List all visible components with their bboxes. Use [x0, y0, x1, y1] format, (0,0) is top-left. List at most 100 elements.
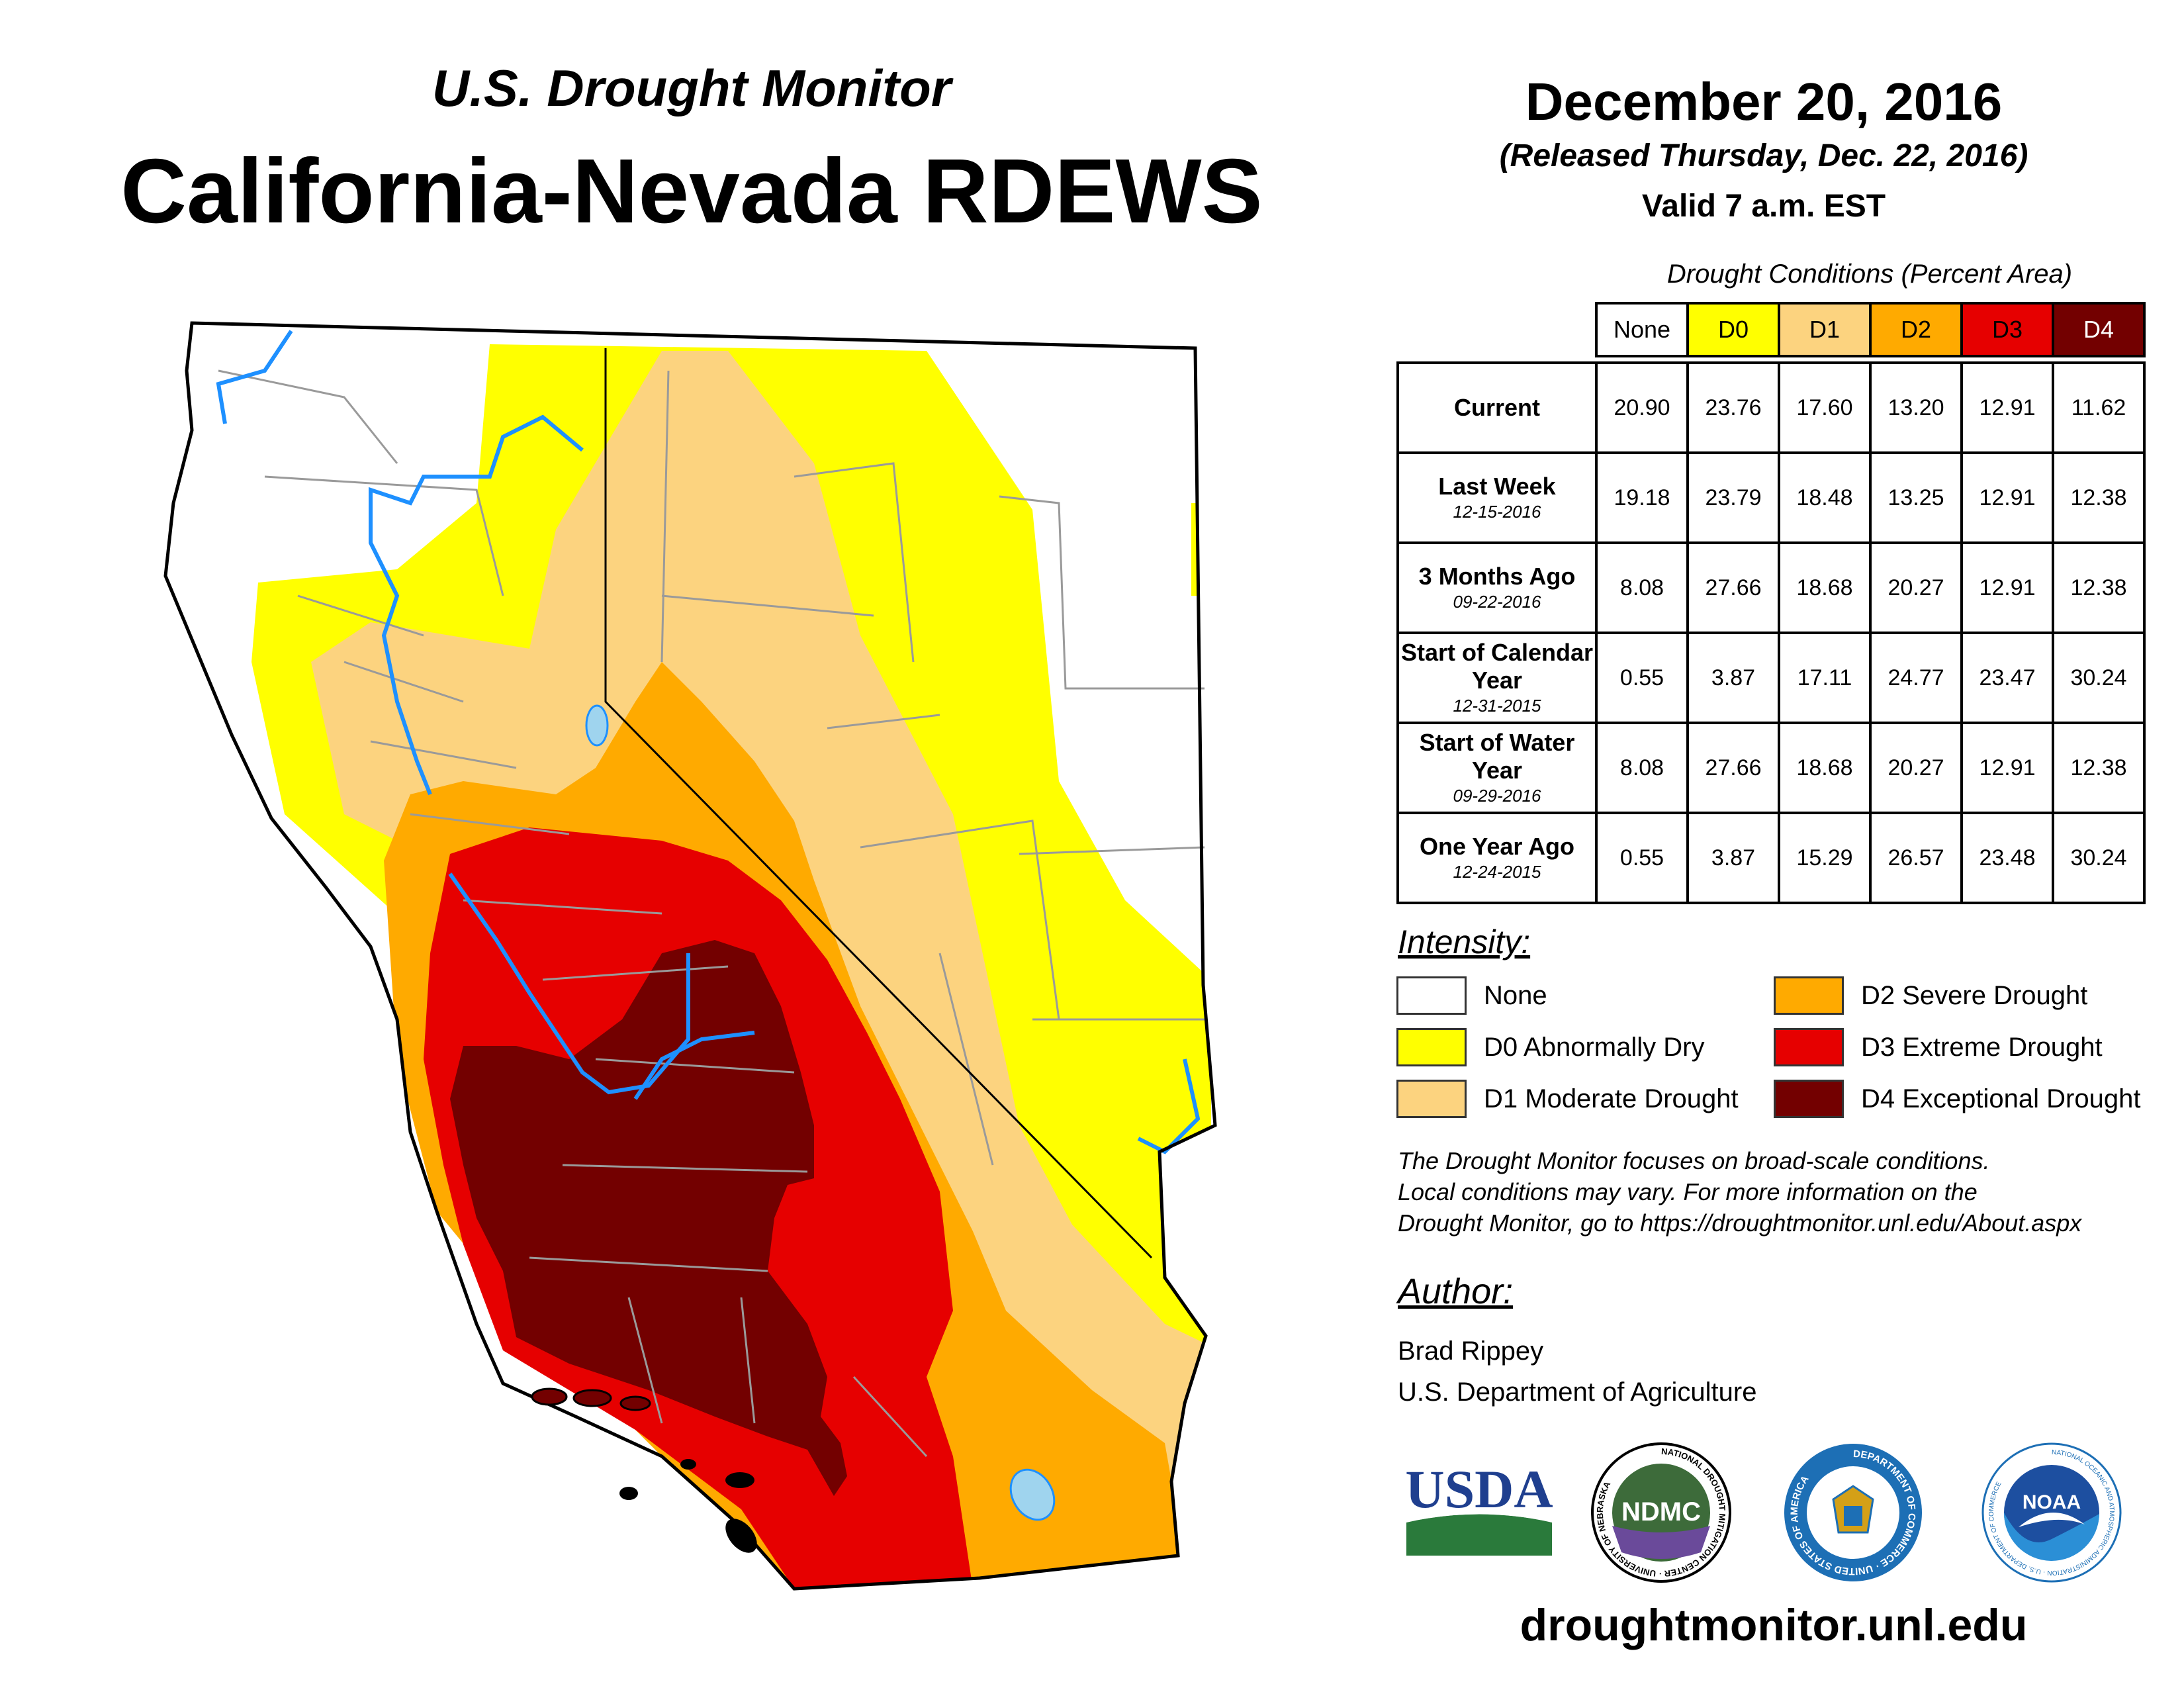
- table-cell: 20.27: [1869, 541, 1963, 634]
- table-cell: 12.38: [2052, 451, 2146, 544]
- legend-swatch: [1396, 1028, 1467, 1066]
- column-header-d2: D2: [1869, 302, 1963, 357]
- table-cell: 23.47: [1960, 632, 2054, 724]
- row-date: 12-15-2016: [1453, 502, 1541, 522]
- table-cell: 18.48: [1778, 451, 1872, 544]
- legend-label: D1 Moderate Drought: [1484, 1084, 1739, 1113]
- table-cell: 23.79: [1686, 451, 1780, 544]
- table-cell: 12.91: [1960, 722, 2054, 814]
- valid-time: Valid 7 a.m. EST: [1641, 189, 1886, 224]
- map-subtitle: U.S. Drought Monitor: [432, 59, 952, 117]
- table-header-row: None D0 D1 D2 D3 D4: [1398, 302, 2146, 357]
- legend-label: D3 Extreme Drought: [1861, 1032, 2103, 1062]
- state-line: [604, 348, 1153, 1259]
- row-label: Current: [1396, 361, 1598, 454]
- legend-item-d3: D3 Extreme Drought: [1774, 1027, 2103, 1067]
- table-cell: 17.11: [1778, 632, 1872, 724]
- row-label: Start of Calendar Year 12-31-2015: [1396, 632, 1598, 724]
- table-cell: 3.87: [1686, 812, 1780, 904]
- table-cell: 24.77: [1869, 632, 1963, 724]
- row-date: 09-22-2016: [1453, 592, 1541, 612]
- table-cell: 8.08: [1595, 722, 1689, 814]
- website-url[interactable]: droughtmonitor.unl.edu: [1520, 1600, 2028, 1650]
- drought-conditions-table: None D0 D1 D2 D3 D4 Current 20.90 23.76 …: [1396, 302, 2146, 904]
- table-cell: 27.66: [1686, 722, 1780, 814]
- table-cell: 12.91: [1960, 451, 2054, 544]
- legend-swatch: [1774, 1080, 1844, 1118]
- table-row: Start of Water Year 09-29-2016 8.08 27.66…: [1396, 722, 2146, 814]
- table-cell: 12.38: [2052, 722, 2146, 814]
- disclaimer-note: The Drought Monitor focuses on broad-sca…: [1398, 1145, 2081, 1239]
- table-cell: 30.24: [2052, 632, 2146, 724]
- river-lines: [216, 330, 1201, 1154]
- row-label: One Year Ago 12-24-2015: [1396, 812, 1598, 904]
- table-cell: 8.08: [1595, 541, 1689, 634]
- table-cell: 18.68: [1778, 541, 1872, 634]
- table-cell: 17.60: [1778, 361, 1872, 454]
- column-header-d3: D3: [1960, 302, 2054, 357]
- row-date: 12-24-2015: [1453, 862, 1541, 882]
- note-line: Drought Monitor, go to https://droughtmo…: [1398, 1209, 2082, 1237]
- salton-sea: [1009, 1468, 1056, 1521]
- map-date: December 20, 2016: [1525, 72, 2003, 131]
- county-lines: [218, 369, 1205, 1458]
- table-cell: 15.29: [1778, 812, 1872, 904]
- lake-tahoe: [585, 704, 609, 747]
- column-header-d1: D1: [1778, 302, 1872, 357]
- row-label: Start of Water Year 09-29-2016: [1396, 722, 1598, 814]
- legend-item-d2: D2 Severe Drought: [1774, 976, 2087, 1015]
- legend-item-none: None: [1396, 976, 1547, 1015]
- row-label: Last Week 12-15-2016: [1396, 451, 1598, 544]
- legend-title: Intensity:: [1398, 923, 1531, 961]
- legend-label: D2 Severe Drought: [1861, 980, 2088, 1010]
- ndmc-logo: NATIONAL DROUGHT MITIGATION CENTER · UNI…: [1591, 1442, 1731, 1583]
- table-row: 3 Months Ago 09-22-2016 8.08 27.66 18.68 …: [1396, 541, 2146, 634]
- author-heading: Author:: [1398, 1272, 1514, 1311]
- table-row: One Year Ago 12-24-2015 0.55 3.87 15.29 2…: [1396, 812, 2146, 904]
- table-cell: 12.91: [1960, 361, 2054, 454]
- svg-text:USDA: USDA: [1405, 1460, 1553, 1519]
- table-cell: 19.18: [1595, 451, 1689, 544]
- row-date: 09-29-2016: [1453, 786, 1541, 806]
- table-row: Last Week 12-15-2016 19.18 23.79 18.48 13…: [1396, 451, 2146, 544]
- table-cell: 0.55: [1595, 812, 1689, 904]
- table-cell: 12.38: [2052, 541, 2146, 634]
- usda-logo: USDA: [1405, 1460, 1553, 1556]
- legend-item-d4: D4 Exceptional Drought: [1774, 1079, 2140, 1119]
- legend-swatch: [1774, 1028, 1844, 1066]
- southern-islands: [619, 1459, 757, 1553]
- commerce-seal-logo: DEPARTMENT OF COMMERCE · UNITED STATES O…: [1784, 1444, 1922, 1581]
- svg-text:NOAA: NOAA: [2023, 1491, 2081, 1513]
- table-cell: 30.24: [2052, 812, 2146, 904]
- release-date: (Released Thursday, Dec. 22, 2016): [1499, 138, 2028, 173]
- legend-swatch: [1774, 976, 1844, 1015]
- drought-map: [163, 321, 1217, 1591]
- table-cell: 13.20: [1869, 361, 1963, 454]
- table-cell: 3.87: [1686, 632, 1780, 724]
- table-row: Start of Calendar Year 12-31-2015 0.55 3.…: [1396, 632, 2146, 724]
- table-cell: 18.68: [1778, 722, 1872, 814]
- table-cell: 23.48: [1960, 812, 2054, 904]
- author-name: Brad Rippey: [1398, 1336, 1544, 1366]
- table-cell: 26.57: [1869, 812, 1963, 904]
- table-cell: 0.55: [1595, 632, 1689, 724]
- table-cell: 11.62: [2052, 361, 2146, 454]
- map-title: California-Nevada RDEWS: [120, 140, 1263, 242]
- legend-label: D0 Abnormally Dry: [1484, 1032, 1705, 1062]
- legend-label: D4 Exceptional Drought: [1861, 1084, 2141, 1113]
- row-label: 3 Months Ago 09-22-2016: [1396, 541, 1598, 634]
- svg-text:NDMC: NDMC: [1621, 1497, 1701, 1526]
- table-cell: 23.76: [1686, 361, 1780, 454]
- column-header-none: None: [1595, 302, 1689, 357]
- row-date: 12-31-2015: [1453, 696, 1541, 716]
- legend-swatch: [1396, 976, 1467, 1015]
- author-org: U.S. Department of Agriculture: [1398, 1378, 1757, 1407]
- table-cell: 20.27: [1869, 722, 1963, 814]
- noaa-logo: NATIONAL OCEANIC AND ATMOSPHERIC ADMINIS…: [1981, 1442, 2122, 1583]
- column-header-d0: D0: [1686, 302, 1780, 357]
- author-block: Brad Rippey U.S. Department of Agricultu…: [1398, 1331, 1756, 1413]
- legend-item-d0: D0 Abnormally Dry: [1396, 1027, 1704, 1067]
- table-row: Current 20.90 23.76 17.60 13.20 12.91 11…: [1396, 361, 2146, 454]
- channel-islands: [531, 1387, 651, 1411]
- column-header-d4: D4: [2052, 302, 2146, 357]
